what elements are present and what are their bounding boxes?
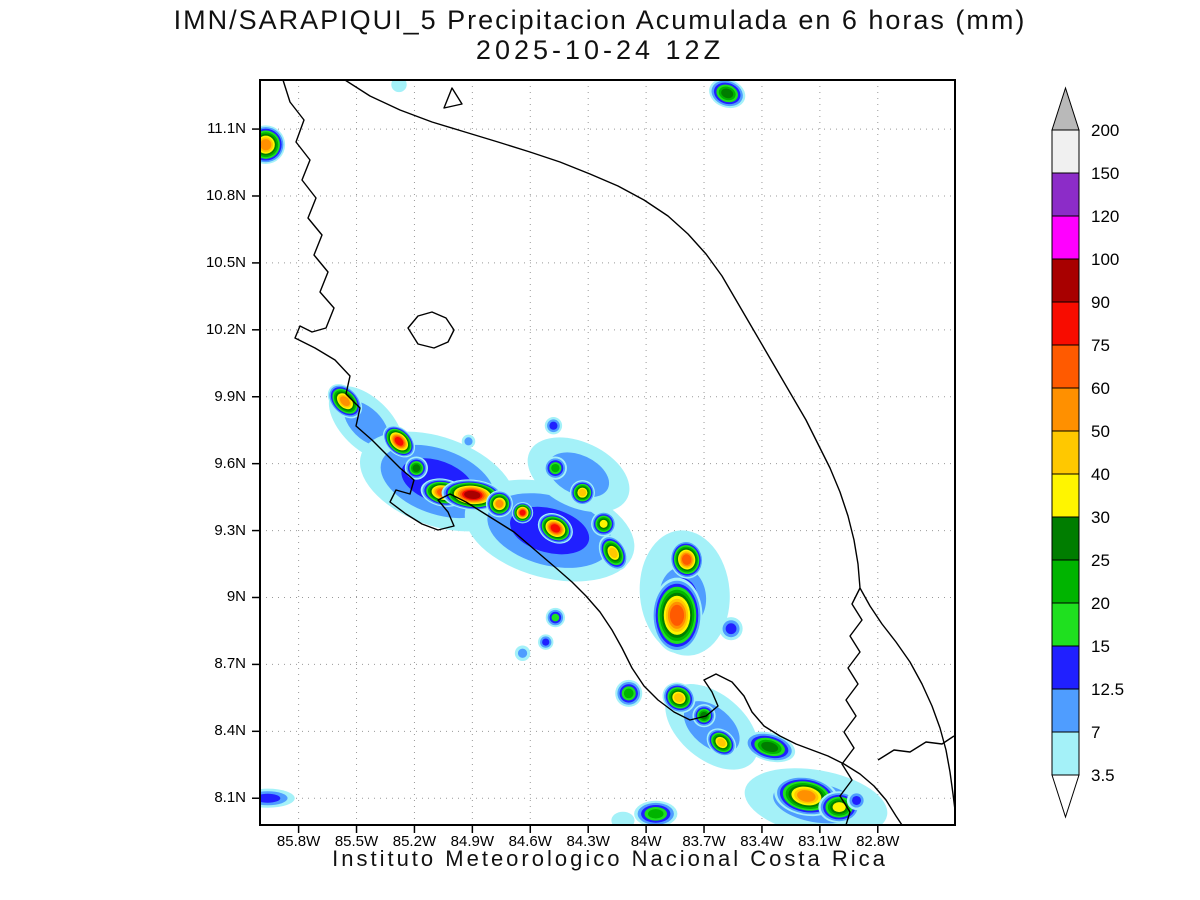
colorbar-label: 50 — [1091, 422, 1110, 441]
x-axis-labels: 85.8W 85.5W 85.2W 84.9W 84.6W 84.3W 84W 83.7W 83… — [260, 833, 955, 855]
colorbar-label: 30 — [1091, 508, 1110, 527]
precip-cell — [537, 513, 573, 544]
y-tick-label: 10.8N — [205, 186, 246, 204]
colorbar: 3.5 7 12.5 15 20 25 30 40 50 60 75 90 100 120 150 200 — [1051, 86, 1124, 819]
x-tick-label: 84W — [630, 833, 662, 850]
precip-cell — [615, 679, 643, 707]
precip-cell — [544, 417, 563, 435]
x-tick-label: 84.6W — [508, 833, 552, 850]
x-tick-label: 83.4W — [740, 833, 784, 850]
precip-cell — [461, 434, 476, 449]
precip-cell — [404, 456, 428, 480]
x-tick-label: 82.8W — [856, 833, 900, 850]
x-tick-label: 84.3W — [566, 833, 610, 850]
colorbar-under-triangle — [1051, 774, 1080, 819]
colorbar-segment — [1051, 344, 1080, 389]
x-tick-label: 83.7W — [682, 833, 726, 850]
precip-cell — [260, 788, 295, 808]
colorbar-label: 120 — [1091, 207, 1119, 226]
precip-cell — [670, 540, 704, 579]
colorbar-segment — [1051, 516, 1080, 561]
y-tick-label: 9.3N — [214, 521, 246, 539]
colorbar-label: 12.5 — [1091, 680, 1124, 699]
precip-cell — [611, 811, 635, 825]
chart-subtitle: 2025-10-24 12Z — [475, 35, 725, 65]
colorbar-label: 150 — [1091, 164, 1119, 183]
colorbar-label: 100 — [1091, 250, 1119, 269]
colorbar-label: 200 — [1091, 121, 1119, 140]
colorbar-over-triangle — [1051, 86, 1080, 131]
colorbar-segment — [1051, 559, 1080, 604]
chart-title: IMN/SARAPIQUI_5 Precipitacion Acumulada … — [173, 5, 1027, 35]
precip-cell — [260, 125, 286, 164]
colorbar-segment — [1051, 215, 1080, 260]
colorbar-segment — [1051, 645, 1080, 690]
x-tick-label: 85.2W — [392, 833, 437, 850]
precip-cell — [744, 731, 796, 763]
y-tick-label: 8.7N — [214, 655, 246, 673]
colorbar-label: 25 — [1091, 551, 1110, 570]
y-tick-label: 9.9N — [214, 387, 246, 405]
colorbar-label: 20 — [1091, 594, 1110, 613]
y-axis-labels: 11.1N 10.8N 10.5N 10.2N 9.9N 9.6N 9.3N 9N 8.7N 8.… — [184, 80, 246, 825]
y-tick-label: 10.5N — [205, 253, 246, 271]
y-tick-label: 8.4N — [214, 722, 246, 740]
precip-cell — [591, 511, 617, 537]
colorbar-segment — [1051, 688, 1080, 733]
precip-cell — [774, 775, 839, 817]
coastline — [282, 80, 955, 825]
precip-cell — [662, 682, 696, 714]
precip-cell — [719, 617, 743, 641]
precip-cell — [651, 577, 703, 653]
precip-cell — [391, 80, 407, 93]
precip-cell — [485, 490, 513, 518]
precip-cell — [543, 456, 567, 480]
colorbar-label: 15 — [1091, 637, 1110, 656]
precip-cell — [692, 704, 716, 728]
precip-cell — [706, 728, 737, 757]
x-tick-label: 83.1W — [798, 833, 842, 850]
colorbar-segment — [1051, 258, 1080, 303]
precip-cell — [545, 607, 566, 628]
x-tick-label: 84.9W — [450, 833, 495, 850]
colorbar-segment — [1051, 602, 1080, 647]
precip-cell — [634, 800, 678, 825]
colorbar-label: 75 — [1091, 336, 1110, 355]
precip-cell — [709, 80, 746, 109]
precip-cell — [538, 634, 554, 650]
colorbar-label: 90 — [1091, 293, 1110, 312]
footer-text: Instituto Meteorologico Nacional Costa R… — [332, 846, 888, 871]
precip-cell — [514, 645, 531, 661]
colorbar-segment — [1051, 731, 1080, 776]
precip-cell — [598, 535, 628, 571]
precip-cell — [569, 480, 595, 506]
colorbar-label: 3.5 — [1091, 766, 1115, 785]
colorbar-label: 7 — [1091, 723, 1100, 742]
precipitation-map — [252, 79, 956, 833]
y-tick-label: 11.1N — [207, 120, 246, 138]
colorbar-segment — [1051, 430, 1080, 475]
colorbar-segment — [1051, 172, 1080, 217]
map-plot-area — [252, 79, 956, 833]
colorbar-label: 40 — [1091, 465, 1110, 484]
x-tick-label: 85.8W — [276, 833, 321, 850]
colorbar-segment — [1051, 129, 1080, 174]
y-tick-label: 8.1N — [214, 789, 246, 807]
y-tick-label: 9.6N — [214, 454, 246, 472]
precip-cell — [665, 684, 759, 770]
plot-border — [259, 79, 956, 826]
colorbar-segment — [1051, 473, 1080, 518]
precip-cells — [260, 80, 888, 825]
precip-cell — [511, 502, 534, 524]
x-tick-label: 85.5W — [334, 833, 379, 850]
colorbar-label: 60 — [1091, 379, 1110, 398]
y-tick-label: 10.2N — [205, 320, 246, 338]
precip-cell — [327, 384, 363, 419]
y-tick-label: 9N — [226, 588, 246, 606]
precip-cell — [846, 790, 867, 811]
precip-cell — [382, 425, 416, 458]
colorbar-segment — [1051, 301, 1080, 346]
colorbar-segment — [1051, 387, 1080, 432]
